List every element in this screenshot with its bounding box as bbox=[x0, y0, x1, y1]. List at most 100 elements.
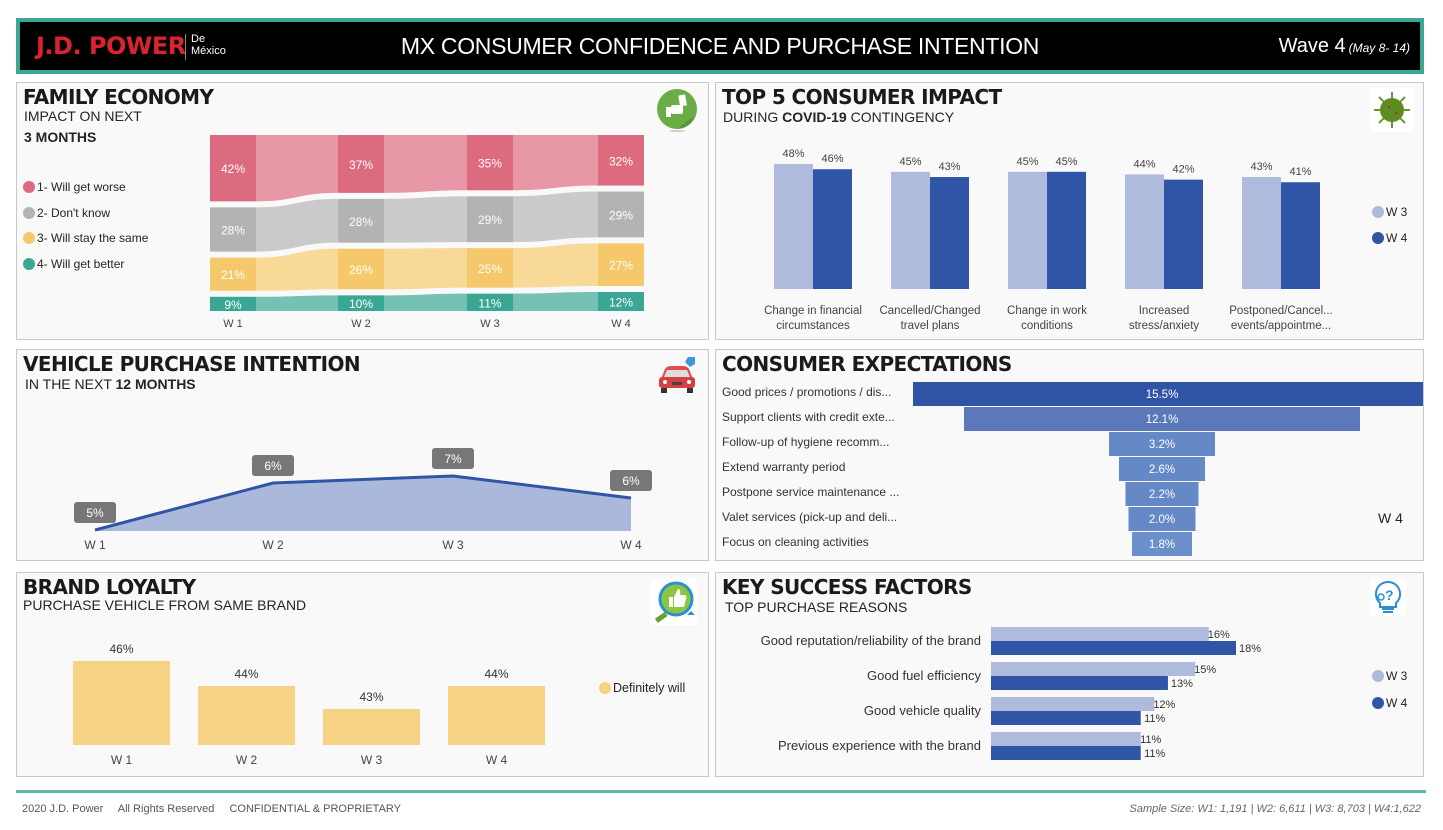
legend-label: W 3 bbox=[1386, 205, 1408, 219]
ribbon-band bbox=[256, 198, 338, 252]
money-hand-icon bbox=[655, 87, 699, 132]
legend-item[interactable]: 3- Will stay the same bbox=[23, 231, 148, 245]
x-tick-label: Postponed/Cancel... bbox=[1229, 305, 1333, 317]
ribbon-band bbox=[513, 243, 598, 288]
funnel-value-label: 12.1% bbox=[1146, 414, 1179, 426]
bar bbox=[991, 732, 1141, 746]
legend-dot-icon bbox=[23, 232, 35, 244]
sample-size: Sample Size: W1: 1,191 | W2: 6,611 | W3:… bbox=[1129, 803, 1421, 815]
ribbon-bar bbox=[338, 135, 384, 193]
legend-dot-icon bbox=[23, 206, 35, 219]
ribbon-value-label: 25% bbox=[478, 262, 502, 276]
consumer-expectations-legend: W 4 bbox=[1378, 510, 1403, 526]
bar-value-label: 18% bbox=[1239, 643, 1261, 655]
legend-item[interactable]: W 4 bbox=[1372, 696, 1407, 710]
bar-value-label: 42% bbox=[1172, 164, 1194, 176]
bar-value-label: 11% bbox=[1144, 713, 1165, 725]
bar-value-label: 15% bbox=[1194, 664, 1216, 676]
x-tick-label: Increased bbox=[1139, 305, 1190, 317]
bar bbox=[1125, 174, 1164, 289]
bar bbox=[1164, 179, 1203, 289]
covid-virus-icon bbox=[1370, 88, 1414, 132]
bar-value-label: 12% bbox=[1153, 699, 1175, 711]
x-tick-label: W 1 bbox=[223, 318, 243, 330]
brand-loyalty-title: BRAND LOYALTY bbox=[23, 575, 196, 599]
ribbon-bar bbox=[210, 135, 256, 202]
area-fill bbox=[95, 476, 631, 531]
legend-item[interactable]: Definitely will bbox=[599, 681, 685, 695]
vehicle-purchase-chart: 5% W 1 6% W 2 7% W 3 6% W 4 bbox=[74, 448, 652, 552]
bar bbox=[774, 164, 813, 289]
data-label-box bbox=[74, 502, 116, 523]
family-economy-subtitle-bold: 3 MONTHS bbox=[24, 129, 97, 145]
x-tick-label: events/appointme... bbox=[1231, 320, 1331, 332]
ribbon-value-label: 29% bbox=[609, 208, 633, 222]
x-tick-label: stress/anxiety bbox=[1129, 320, 1200, 332]
funnel-bar bbox=[1109, 432, 1215, 456]
logo-subtitle: De México bbox=[191, 33, 226, 57]
top5-title: TOP 5 CONSUMER IMPACT bbox=[722, 85, 1002, 109]
footer-rights: All Rights Reserved bbox=[117, 803, 215, 815]
vehicle-purchase-subtitle-bold: 12 MONTHS bbox=[115, 376, 196, 392]
funnel-category-label: Support clients with credit exte... bbox=[722, 410, 895, 424]
ribbon-bar bbox=[210, 207, 256, 252]
legend-label: 2- Don't know bbox=[37, 205, 110, 220]
x-tick-label: Change in work bbox=[1007, 305, 1087, 317]
x-tick-label: W 2 bbox=[351, 318, 371, 330]
x-tick-label: W 2 bbox=[236, 753, 258, 767]
bar bbox=[1281, 182, 1320, 289]
dashboard-title: MX CONSUMER CONFIDENCE AND PURCHASE INTE… bbox=[400, 33, 1040, 59]
bar-value-label: 44% bbox=[484, 667, 508, 681]
data-label: 5% bbox=[86, 506, 104, 520]
bar bbox=[991, 641, 1236, 655]
x-tick-label: W 4 bbox=[611, 318, 631, 330]
funnel-bar bbox=[964, 407, 1360, 431]
category-label: Good fuel efficiency bbox=[867, 668, 981, 683]
ribbon-bar bbox=[598, 243, 644, 287]
ribbon-band bbox=[513, 135, 598, 191]
bar bbox=[991, 697, 1155, 711]
family-economy-panel: FAMILY ECONOMY IMPACT ON NEXT 3 MONTHS 1… bbox=[16, 82, 709, 340]
bar-value-label: 46% bbox=[821, 153, 843, 165]
x-tick-label: W 4 bbox=[486, 753, 508, 767]
top5-subtitle-pre: DURING bbox=[723, 109, 783, 125]
data-label-box bbox=[432, 448, 474, 469]
bar-value-label: 44% bbox=[234, 667, 258, 681]
ribbon-value-label: 12% bbox=[609, 296, 633, 310]
logo-sub-mexico: México bbox=[191, 45, 226, 57]
area-line bbox=[94, 474, 632, 532]
bar bbox=[991, 711, 1141, 725]
bar bbox=[1242, 177, 1281, 289]
top5-panel: TOP 5 CONSUMER IMPACT DURING COVID-19 CO… bbox=[715, 82, 1424, 340]
funnel-bar bbox=[1125, 482, 1199, 506]
legend-item[interactable]: 4- Will get better bbox=[23, 257, 124, 271]
brand-loyalty-panel: BRAND LOYALTY PURCHASE VEHICLE FROM SAME… bbox=[16, 572, 709, 777]
footer-copyright: 2020 J.D. Power bbox=[22, 803, 104, 815]
data-label: 6% bbox=[622, 474, 640, 488]
legend-item[interactable]: W 3 bbox=[1372, 669, 1407, 683]
legend-dot-icon bbox=[1372, 697, 1384, 709]
logo-sub-de: De bbox=[191, 33, 206, 45]
bar bbox=[813, 169, 852, 289]
ribbon-value-label: 11% bbox=[478, 296, 501, 310]
legend-dot-icon bbox=[599, 682, 611, 694]
key-success-subtitle: TOP PURCHASE REASONS bbox=[725, 599, 908, 615]
svg-text:?: ? bbox=[1385, 587, 1394, 603]
top5-subtitle-bold: COVID-19 bbox=[782, 109, 847, 125]
bar bbox=[73, 661, 170, 745]
funnel-value-label: 2.6% bbox=[1149, 464, 1175, 476]
ribbon-bar bbox=[338, 248, 384, 290]
x-tick-label: Cancelled/Changed bbox=[879, 305, 980, 317]
bar-value-label: 44% bbox=[1133, 158, 1155, 170]
consumer-expectations-panel: CONSUMER EXPECTATIONS Good prices / prom… bbox=[715, 349, 1424, 561]
category-label: Previous experience with the brand bbox=[777, 738, 981, 753]
legend-item[interactable]: 1- Will get worse bbox=[23, 180, 126, 194]
ribbon-band bbox=[384, 135, 467, 193]
legend-item[interactable]: W 3 bbox=[1372, 205, 1407, 219]
ribbon-value-label: 29% bbox=[478, 213, 502, 227]
legend-item[interactable]: 2- Don't know bbox=[23, 206, 110, 220]
wave-label: Wave 4 bbox=[1278, 35, 1346, 57]
bar bbox=[891, 171, 930, 289]
ribbon-value-label: 26% bbox=[349, 263, 373, 277]
legend-item[interactable]: W 4 bbox=[1372, 231, 1407, 245]
